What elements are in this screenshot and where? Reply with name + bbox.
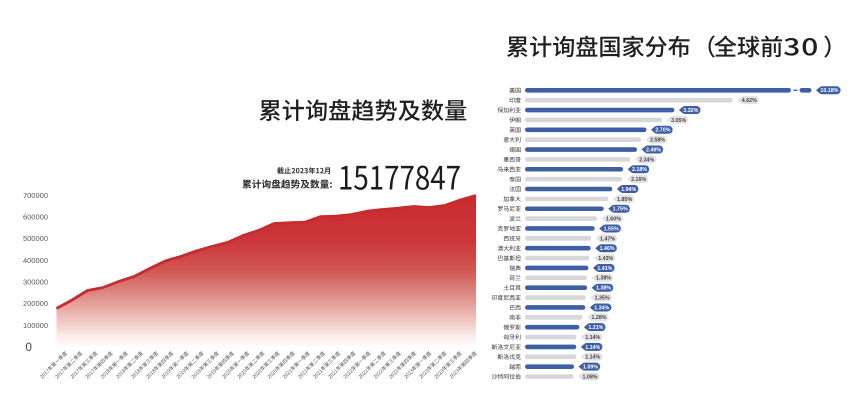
svg-text:2.34%: 2.34% bbox=[639, 157, 654, 163]
svg-text:1.47%: 1.47% bbox=[600, 236, 615, 242]
svg-text:1.41%: 1.41% bbox=[597, 266, 612, 272]
svg-text:3.05%: 3.05% bbox=[671, 118, 686, 124]
svg-text:1.38%: 1.38% bbox=[596, 286, 611, 292]
svg-text:1.28%: 1.28% bbox=[591, 315, 606, 321]
svg-text:1.94%: 1.94% bbox=[621, 187, 636, 193]
svg-text:700000: 700000 bbox=[23, 191, 48, 200]
svg-text:1.35%: 1.35% bbox=[595, 295, 610, 301]
svg-text:1.38%: 1.38% bbox=[596, 276, 611, 282]
svg-text:2.58%: 2.58% bbox=[650, 138, 665, 144]
svg-text:2.18%: 2.18% bbox=[632, 167, 647, 173]
svg-text:600000: 600000 bbox=[23, 213, 48, 222]
svg-text:1.21%: 1.21% bbox=[588, 325, 603, 331]
svg-text:1.09%: 1.09% bbox=[583, 365, 598, 371]
svg-text:0: 0 bbox=[26, 342, 32, 354]
svg-text:500000: 500000 bbox=[23, 234, 48, 243]
svg-text:2.49%: 2.49% bbox=[646, 147, 661, 153]
svg-text:1.08%: 1.08% bbox=[582, 374, 597, 380]
svg-text:1.14%: 1.14% bbox=[585, 345, 600, 351]
svg-text:10.18%: 10.18% bbox=[820, 88, 838, 94]
svg-text:1.34%: 1.34% bbox=[594, 305, 609, 311]
svg-text:100000: 100000 bbox=[23, 321, 48, 330]
svg-text:1.46%: 1.46% bbox=[600, 246, 615, 252]
svg-text:3.32%: 3.32% bbox=[683, 108, 698, 114]
svg-text:1.43%: 1.43% bbox=[598, 256, 613, 262]
svg-text:300000: 300000 bbox=[23, 278, 48, 287]
svg-text:1.55%: 1.55% bbox=[604, 226, 619, 232]
svg-text:2.70%: 2.70% bbox=[655, 128, 670, 134]
svg-text:4.62%: 4.62% bbox=[742, 98, 757, 104]
svg-text:1.60%: 1.60% bbox=[606, 217, 621, 223]
svg-text:1.75%: 1.75% bbox=[613, 207, 628, 213]
svg-text:1.14%: 1.14% bbox=[585, 355, 600, 361]
svg-text:1.85%: 1.85% bbox=[617, 197, 632, 203]
svg-text:200000: 200000 bbox=[23, 299, 48, 308]
svg-text:400000: 400000 bbox=[23, 256, 48, 265]
svg-text:1.14%: 1.14% bbox=[585, 335, 600, 341]
svg-text:2.16%: 2.16% bbox=[631, 177, 646, 183]
